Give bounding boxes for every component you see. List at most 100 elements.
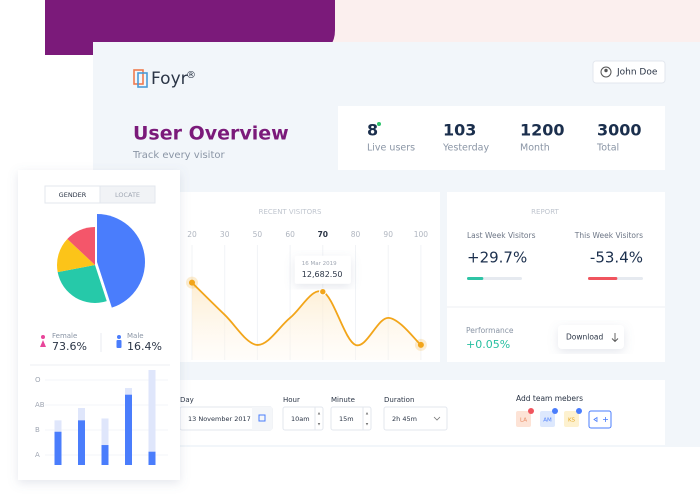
x-tick-label: 30 bbox=[220, 230, 230, 239]
stat-label: Month bbox=[520, 143, 550, 154]
avatar bbox=[540, 411, 555, 427]
tabs: GENDER LOCATE bbox=[44, 185, 156, 204]
x-tick-label: 80 bbox=[351, 230, 361, 239]
pie-slice bbox=[57, 238, 95, 273]
x-tick-label: 20 bbox=[187, 230, 197, 239]
tooltip-value: 12,682.50 bbox=[302, 270, 343, 279]
x-tick-label: 90 bbox=[383, 230, 393, 239]
report-title: REPORT bbox=[531, 208, 559, 216]
avatar-badge bbox=[576, 408, 582, 414]
report-value: +29.7% bbox=[467, 249, 527, 267]
avatar-initials: LA bbox=[520, 418, 527, 424]
tooltip-date: 16 Mar 2019 bbox=[302, 261, 337, 267]
field-value: 10am bbox=[291, 415, 310, 423]
female-label: Female bbox=[52, 332, 77, 340]
field-input[interactable]: 13 November 2017 bbox=[179, 406, 273, 431]
line-chart: 20 30 50 60 70 80 90 100 16 Mar 2019 12,682.50 bbox=[186, 230, 428, 360]
logo-text: Foyr bbox=[151, 69, 188, 89]
field-input[interactable]: 2h 45m bbox=[383, 406, 448, 431]
spinner-up: ▴ bbox=[318, 411, 321, 417]
chevron bbox=[433, 416, 441, 421]
avatar-badge bbox=[552, 408, 558, 414]
field-value: 2h 45m bbox=[392, 415, 417, 423]
live-dot bbox=[377, 122, 381, 126]
field-label: Day bbox=[180, 396, 194, 404]
point bbox=[319, 288, 327, 296]
add-member-button[interactable] bbox=[588, 410, 612, 429]
spinner-up: ▴ bbox=[366, 411, 369, 417]
field-value: 13 November 2017 bbox=[188, 415, 251, 423]
performance-value: +0.05% bbox=[466, 338, 510, 351]
point bbox=[417, 341, 424, 348]
x-tick-label: 60 bbox=[285, 230, 295, 239]
avatar bbox=[564, 411, 579, 427]
tab[interactable]: LOCATE bbox=[99, 185, 156, 204]
stat-value: 1200 bbox=[520, 121, 565, 140]
tab-label: LOCATE bbox=[115, 191, 140, 199]
report-label: This Week Visitors bbox=[574, 231, 643, 240]
chart-title: RECENT VISITORS bbox=[259, 208, 322, 216]
download-label: Download bbox=[566, 333, 604, 342]
page-title: User Overview bbox=[133, 123, 289, 145]
gender-stats: Female 73.6% Male 16.4% bbox=[30, 332, 170, 366]
point bbox=[189, 279, 195, 286]
icon-box bbox=[252, 407, 272, 430]
bar-total bbox=[148, 370, 156, 465]
download-button[interactable]: Download bbox=[558, 325, 624, 349]
button-box bbox=[588, 410, 612, 429]
male-label: Male bbox=[127, 332, 144, 340]
stat-label: Live users bbox=[367, 143, 415, 154]
pie-slice bbox=[67, 227, 95, 265]
tab[interactable]: GENDER bbox=[44, 185, 101, 204]
spinner-down: ▾ bbox=[366, 422, 369, 428]
bar-total bbox=[101, 418, 109, 465]
pie-chart bbox=[57, 214, 146, 308]
input-box bbox=[383, 406, 448, 431]
stat-value: 103 bbox=[443, 121, 476, 140]
area bbox=[192, 282, 421, 360]
tab-label: GENDER bbox=[59, 191, 87, 199]
stat-value: 3000 bbox=[597, 121, 642, 140]
stats: 8 Live users 103 Yesterday 1200 Month 3000 Tota… bbox=[367, 121, 642, 154]
x-tick-label: 70 bbox=[318, 230, 328, 239]
y-label: A bbox=[35, 451, 40, 459]
line bbox=[191, 282, 422, 346]
progress-bar bbox=[467, 277, 484, 280]
input-box bbox=[282, 406, 324, 431]
pie-slice bbox=[97, 214, 146, 308]
logo: Foyr ® bbox=[133, 69, 196, 89]
report-label: Last Week Visitors bbox=[467, 231, 536, 240]
female-value: 73.6% bbox=[52, 340, 87, 353]
field-label: Duration bbox=[384, 396, 414, 404]
stat-value: 8 bbox=[367, 121, 378, 140]
report-value: -53.4% bbox=[590, 249, 643, 267]
bar bbox=[101, 445, 109, 465]
y-label: B bbox=[35, 426, 40, 434]
field-input[interactable]: 10am ▴ ▾ bbox=[282, 406, 324, 431]
user-button[interactable]: John Doe bbox=[592, 60, 666, 84]
field-input[interactable]: 15m ▴ ▾ bbox=[330, 406, 372, 431]
x-tick-label: 100 bbox=[414, 230, 429, 239]
y-label: AB bbox=[35, 401, 45, 409]
bar bbox=[54, 431, 62, 465]
male-value: 16.4% bbox=[127, 340, 162, 353]
input-box bbox=[330, 406, 372, 431]
logo-mark: ® bbox=[186, 70, 196, 81]
avatar-initials: AM bbox=[543, 418, 552, 424]
bar-chart: O AB B A bbox=[35, 370, 168, 465]
bar bbox=[125, 394, 132, 465]
user-name: John Doe bbox=[616, 68, 658, 78]
report: Last Week Visitors +29.7% This Week Visito… bbox=[467, 231, 643, 280]
field-label: Hour bbox=[283, 396, 300, 404]
avatar-initials: KS bbox=[568, 418, 576, 424]
avatar bbox=[516, 411, 531, 427]
field-value: 15m bbox=[339, 415, 354, 423]
spinner-down: ▾ bbox=[318, 422, 321, 428]
bar bbox=[78, 420, 85, 465]
progress-bar bbox=[588, 277, 618, 280]
x-tick-label: 50 bbox=[253, 230, 263, 239]
stat-label: Yesterday bbox=[442, 143, 489, 154]
pie-slice bbox=[57, 265, 107, 303]
